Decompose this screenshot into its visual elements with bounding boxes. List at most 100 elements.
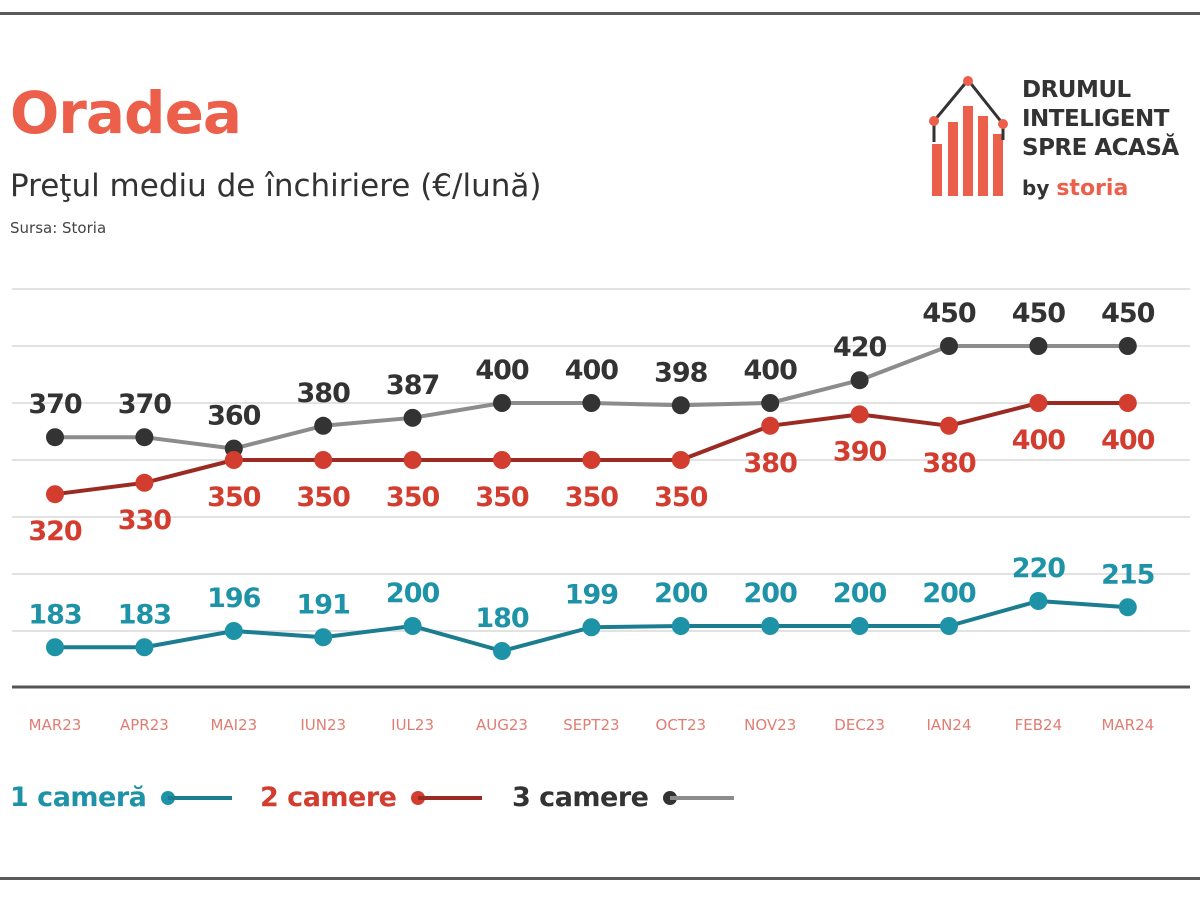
x-tick-label: AUG23 xyxy=(476,716,528,734)
data-point xyxy=(135,428,154,447)
data-label: 350 xyxy=(386,482,440,513)
data-point xyxy=(850,405,869,424)
data-point xyxy=(582,394,601,412)
x-tick-label: NOV23 xyxy=(744,716,796,734)
x-tick-label: IUN23 xyxy=(300,716,346,734)
data-label: 200 xyxy=(386,578,440,609)
data-label: 183 xyxy=(28,599,81,630)
legend-item-2-camere: 2 camere xyxy=(260,782,485,813)
data-label: 200 xyxy=(922,578,976,609)
data-label: 199 xyxy=(565,579,619,610)
legend-item-1-camera: 1 cameră xyxy=(10,782,235,813)
data-point xyxy=(314,451,333,469)
data-point xyxy=(940,416,958,435)
data-point xyxy=(582,451,601,469)
data-label: 360 xyxy=(207,401,261,432)
legend-swatch-icon xyxy=(411,790,483,805)
line-chart: 370 370 360 380 387 400 400 398 400 420 450 450 450 3… xyxy=(12,288,1190,734)
data-point xyxy=(582,618,601,637)
x-tick-label: APR23 xyxy=(120,716,169,734)
legend-label: 2 camere xyxy=(260,782,397,813)
data-labels: 370 370 360 380 387 400 400 398 400 420 450 450 450 3… xyxy=(28,298,1155,634)
x-tick-label: FEB24 xyxy=(1015,716,1062,734)
data-label: 370 xyxy=(118,389,172,420)
data-point xyxy=(224,451,243,469)
data-label: 400 xyxy=(1012,425,1066,456)
data-point xyxy=(940,337,958,355)
x-tick-label: MAR23 xyxy=(29,716,82,734)
x-tick-label: IUL23 xyxy=(391,716,434,734)
data-point xyxy=(314,628,333,647)
data-point xyxy=(403,408,422,427)
logo-by: by xyxy=(1022,176,1050,200)
data-label: 220 xyxy=(1012,553,1066,584)
data-point xyxy=(1029,337,1048,355)
x-tick-label: MAI23 xyxy=(210,716,257,734)
data-label: 350 xyxy=(207,482,261,513)
top-border xyxy=(0,12,1200,15)
data-label: 320 xyxy=(28,516,82,547)
data-point xyxy=(1118,337,1137,355)
data-label: 200 xyxy=(744,578,798,609)
data-point xyxy=(1118,598,1137,617)
data-point xyxy=(314,416,333,435)
bottom-border xyxy=(0,877,1200,880)
data-point xyxy=(135,473,154,492)
data-point xyxy=(1118,394,1137,412)
data-label: 196 xyxy=(207,583,261,614)
logo-line-1: DRUMUL xyxy=(1022,77,1131,103)
legend-label: 3 camere xyxy=(512,782,649,813)
data-label: 450 xyxy=(922,298,976,329)
data-label: 215 xyxy=(1101,559,1154,590)
series-points xyxy=(46,337,1137,660)
data-point xyxy=(671,451,690,469)
data-label: 420 xyxy=(833,332,887,363)
data-label: 400 xyxy=(475,355,529,386)
data-point xyxy=(493,642,511,660)
chart-subtitle: Preţul mediu de închiriere (€/lună) xyxy=(10,168,542,204)
data-label: 330 xyxy=(118,505,172,536)
data-point xyxy=(135,638,154,657)
logo-brand: storia xyxy=(1056,176,1129,201)
data-point xyxy=(761,617,780,635)
data-label: 450 xyxy=(1101,298,1155,329)
data-point xyxy=(761,394,780,412)
logo-line-2: INTELIGENT xyxy=(1022,106,1169,132)
data-point xyxy=(403,617,422,635)
data-point xyxy=(493,394,511,412)
data-label: 350 xyxy=(654,482,708,513)
data-label: 191 xyxy=(297,589,350,620)
data-point xyxy=(1029,394,1048,412)
data-point xyxy=(671,396,690,415)
data-label: 398 xyxy=(654,357,708,388)
data-label: 400 xyxy=(744,355,798,386)
data-label: 387 xyxy=(386,370,439,401)
data-label: 400 xyxy=(565,355,619,386)
data-point xyxy=(761,416,780,435)
data-label: 183 xyxy=(118,599,171,630)
data-point xyxy=(493,451,511,469)
legend-swatch-icon xyxy=(663,790,735,805)
data-label: 180 xyxy=(475,603,529,634)
data-label: 380 xyxy=(744,448,798,479)
data-label: 380 xyxy=(922,448,976,479)
data-label: 370 xyxy=(28,389,82,420)
data-point xyxy=(850,617,869,635)
logo-line-3: SPRE ACASĂ xyxy=(1022,135,1179,161)
data-point xyxy=(403,451,422,469)
logo-chart-icon xyxy=(929,76,1008,196)
logo-text: DRUMUL INTELIGENT SPRE ACASĂ xyxy=(1022,76,1179,163)
x-tick-label: OCT23 xyxy=(656,716,707,734)
data-label: 350 xyxy=(565,482,619,513)
data-label: 200 xyxy=(654,578,708,609)
data-label: 380 xyxy=(297,378,351,409)
data-point xyxy=(224,622,243,640)
data-label: 400 xyxy=(1101,425,1155,456)
data-point xyxy=(671,617,690,635)
data-label: 350 xyxy=(297,482,351,513)
x-axis-labels: MAR23 APR23 MAI23 IUN23 IUL23 AUG23 SEPT23 OCT2… xyxy=(29,716,1155,734)
data-label: 450 xyxy=(1012,298,1066,329)
chart-title: Oradea xyxy=(10,79,242,147)
data-point xyxy=(46,638,64,657)
x-tick-label: IAN24 xyxy=(927,716,972,734)
